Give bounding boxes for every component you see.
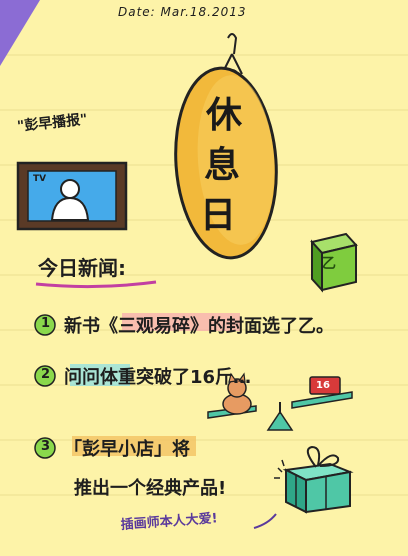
box-label: 乙 [322, 256, 336, 272]
rest-day-sign [174, 33, 278, 260]
sign-char-3: 日 [200, 195, 237, 236]
credit-arrow [253, 513, 277, 529]
sign-char-1: 休 [206, 95, 243, 136]
tv-icon [16, 161, 128, 231]
weight-label: 16 [316, 380, 330, 391]
news-heading: 今日新闻: [38, 256, 126, 280]
gift-box-icon [274, 445, 354, 514]
date-label: Date: Mar.18.2013 [118, 5, 247, 19]
weight-block [309, 376, 341, 395]
item-1-text: 新书《三观易碎》的封面选了乙。 [64, 316, 334, 337]
item-1-number: 1 [41, 316, 51, 331]
shop-name-highlight [72, 436, 196, 456]
weighing-scale-icon [207, 372, 353, 431]
cat-name-highlight [70, 364, 130, 386]
item-2-number: 2 [41, 367, 51, 382]
sign-char-2: 息 [204, 145, 241, 186]
item-3-text: 「彭早小店」将 [64, 439, 190, 460]
book-box-icon [310, 232, 358, 293]
tv-label: TV [33, 174, 47, 184]
item-2-circle [34, 365, 56, 387]
item-2-text: 问问体重突破了16斤… [64, 367, 252, 388]
item-3-number: 3 [41, 439, 51, 454]
item-1-circle [34, 314, 56, 336]
item-3-text-line2: 推出一个经典产品! [74, 478, 227, 499]
item-3-circle [34, 437, 56, 459]
corner-triangle [0, 0, 40, 66]
book-title-highlight [122, 313, 240, 331]
heading-underline [35, 280, 157, 289]
